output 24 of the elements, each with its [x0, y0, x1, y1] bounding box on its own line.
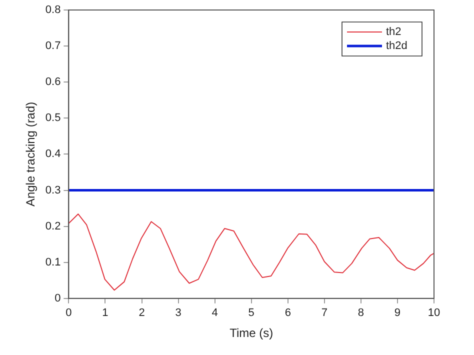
x-tick-label: 8 — [358, 307, 364, 320]
x-tick-label: 4 — [212, 307, 218, 320]
y-tick-label: 0.4 — [45, 148, 61, 160]
y-tick-label: 0.1 — [45, 256, 61, 268]
x-tick-label: 7 — [321, 307, 328, 320]
y-axis-title: Angle tracking (rad) — [24, 102, 38, 207]
y-tick-label: 0.3 — [45, 184, 61, 196]
y-tick-label: 0.7 — [45, 40, 61, 52]
x-tick-label: 6 — [284, 307, 291, 320]
x-tick-label: 1 — [102, 307, 108, 320]
x-tick-label: 0 — [66, 307, 72, 320]
x-tick-label: 10 — [428, 307, 440, 320]
x-tick-label: 5 — [248, 307, 254, 320]
legend-label: th2 — [386, 26, 402, 38]
y-tick-label: 0.6 — [45, 76, 61, 88]
legend-label: th2d — [386, 40, 408, 52]
y-tick-label: 0 — [54, 292, 61, 304]
y-tick-label: 0.5 — [45, 112, 61, 124]
y-tick-label: 0.8 — [45, 4, 61, 16]
y-tick-label: 0.2 — [45, 220, 61, 232]
x-tick-label: 3 — [175, 307, 182, 320]
x-tick-label: 9 — [394, 307, 401, 320]
x-tick-label: 2 — [138, 307, 145, 320]
x-axis-title: Time (s) — [230, 326, 274, 340]
